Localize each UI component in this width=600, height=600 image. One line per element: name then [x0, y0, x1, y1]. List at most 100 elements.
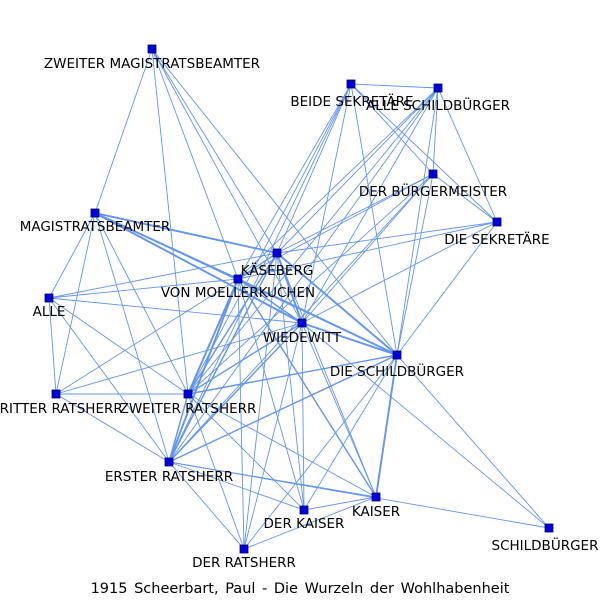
node-label-sb: SCHILDBÜRGER	[492, 536, 599, 554]
edge-zr-ks	[187, 393, 377, 498]
edge-ww-er	[168, 322, 303, 463]
edge-kb-dk	[276, 252, 305, 511]
edge-ww-dsb	[301, 322, 398, 356]
edge-ww-dk	[301, 322, 305, 511]
edge-kb-vm	[237, 252, 278, 280]
edge-as-ds	[437, 87, 498, 223]
label-layer: ZWEITER MAGISTRATSBEAMTER BEIDE SEKRETÄRE…	[0, 56, 598, 571]
edge-ww-drh	[243, 322, 303, 550]
edge-ww-zr	[187, 322, 303, 395]
edge-vm-dsb	[237, 278, 398, 356]
node-vm	[233, 274, 243, 284]
edge-bs-zr	[187, 83, 352, 395]
edge-dsb-er	[168, 354, 398, 463]
edge-zm-zr	[151, 48, 189, 395]
diagram-caption: 1915 Scheerbart, Paul - Die Wurzeln der …	[90, 581, 510, 597]
edge-mb-al	[48, 212, 96, 299]
node-kb	[272, 248, 282, 258]
node-label-bs: BEIDE SEKRETÄRE	[290, 92, 413, 110]
edge-dsb-sb	[396, 354, 550, 529]
node-zm	[147, 44, 157, 54]
edge-vm-ww	[237, 278, 303, 324]
edge-bm-kb	[276, 173, 434, 254]
node-label-dsb: DIE SCHILDBÜRGER	[330, 362, 464, 380]
node-mb	[90, 208, 100, 218]
edge-bm-zr	[187, 173, 434, 395]
edge-bm-ww	[301, 173, 434, 324]
edge-ds-dsb	[396, 221, 498, 356]
edge-zm-dsb	[151, 48, 398, 356]
edge-mb-kb	[94, 212, 278, 254]
edge-layer	[48, 48, 550, 550]
edge-zm-kb	[151, 48, 278, 254]
node-label-vm: VON MOELLERKUCHEN	[161, 285, 315, 301]
node-bm	[428, 169, 438, 179]
node-er	[164, 457, 174, 467]
edge-al-ww	[48, 297, 303, 324]
edge-kb-er	[168, 252, 278, 463]
edge-bs-kb	[276, 83, 352, 254]
node-dsb	[392, 350, 402, 360]
edge-ks-drh	[243, 496, 377, 550]
edge-dsb-ks	[375, 354, 398, 498]
node-ds	[492, 217, 502, 227]
edge-zm-mb	[94, 48, 153, 214]
edge-al-dr	[48, 297, 57, 395]
node-ks	[371, 492, 381, 502]
edge-ww-dr	[55, 322, 303, 395]
node-dk	[299, 505, 309, 515]
edge-vm-er	[168, 278, 239, 463]
edge-as-dsb	[396, 87, 439, 356]
edge-bs-as	[350, 83, 439, 89]
edge-as-zr	[187, 87, 439, 395]
edge-ks-dk	[303, 496, 377, 511]
edge-as-kb	[276, 87, 439, 254]
node-label-bm: DER BÜRGERMEISTER	[359, 182, 507, 200]
node-layer	[44, 44, 554, 554]
node-al	[44, 293, 54, 303]
edge-dsb-dk	[303, 354, 398, 511]
edge-mb-er	[94, 212, 170, 463]
node-sb	[544, 523, 554, 533]
node-label-ks: KAISER	[352, 504, 400, 520]
edge-kb-al	[48, 252, 278, 299]
edge-vm-drh	[237, 278, 245, 550]
edge-bs-er	[168, 83, 352, 463]
edge-ds-ww	[301, 221, 498, 324]
node-label-zr: ZWEITER RATSHERR	[120, 401, 257, 417]
edge-bs-ww	[301, 83, 352, 324]
edge-kb-dsb	[276, 252, 398, 356]
edge-ds-kb	[276, 221, 498, 254]
node-zr	[183, 389, 193, 399]
edge-kb-ks	[276, 252, 377, 498]
edge-kb-ww	[276, 252, 303, 324]
edge-al-er	[48, 297, 170, 463]
node-as	[433, 83, 443, 93]
edge-vm-ks	[237, 278, 377, 498]
edge-as-bm	[432, 87, 439, 175]
edge-ds-vm	[237, 221, 498, 280]
edge-as-vm	[237, 87, 439, 280]
edge-mb-dr	[55, 212, 96, 395]
edge-er-sb	[168, 461, 550, 529]
node-ww	[297, 318, 307, 328]
edge-ww-sb	[301, 322, 550, 529]
edge-al-zr	[48, 297, 189, 395]
node-label-as: ALLE SCHILDBÜRGER	[366, 96, 510, 114]
edge-mb-ww	[94, 212, 303, 324]
edge-er-dk	[168, 461, 305, 511]
edge-bm-vm	[237, 173, 434, 280]
node-label-al: ALLE	[33, 304, 66, 320]
edge-dsb-zr	[187, 354, 398, 395]
node-label-drh: DER RATSHERR	[192, 555, 296, 571]
node-drh	[239, 544, 249, 554]
edge-mb-zr	[94, 212, 189, 395]
node-bs	[346, 79, 356, 89]
edge-bm-ds	[432, 173, 498, 223]
edge-bs-ds	[350, 83, 498, 223]
edge-bs-vm	[237, 83, 352, 280]
edge-zr-dk	[187, 393, 305, 511]
edge-zr-drh	[187, 393, 245, 550]
node-label-dr: DRITTER RATSHERR	[0, 401, 123, 417]
